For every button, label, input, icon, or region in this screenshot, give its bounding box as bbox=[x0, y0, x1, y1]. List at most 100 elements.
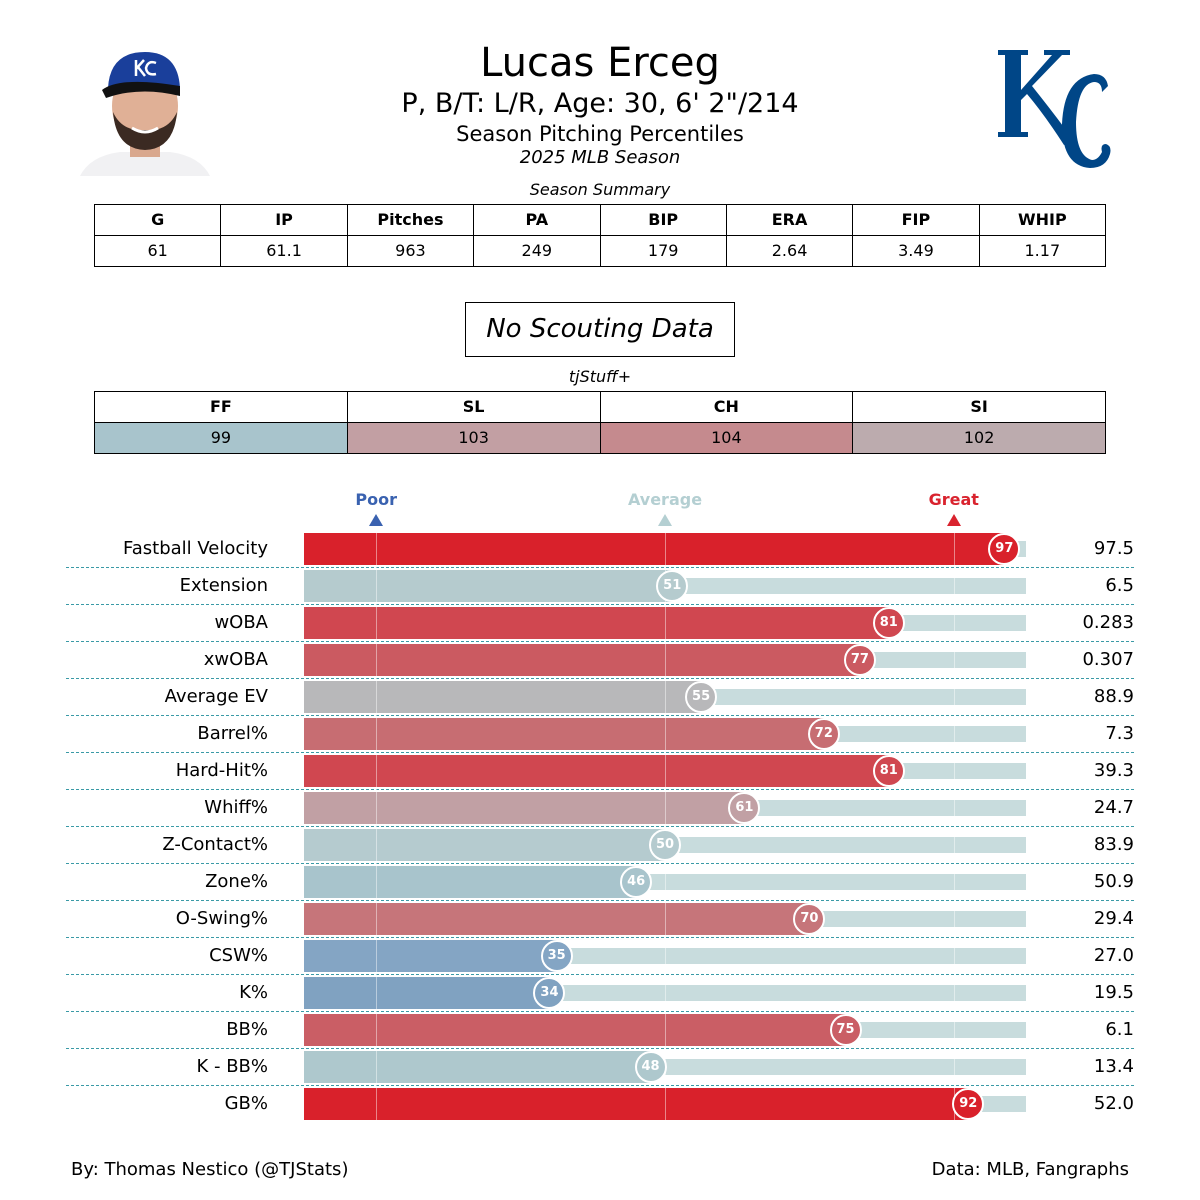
summary-header: ERA bbox=[725, 204, 854, 236]
marker-gridline bbox=[376, 533, 378, 1120]
percentile-badge: 70 bbox=[793, 903, 826, 935]
metric-label: Average EV bbox=[164, 686, 268, 707]
percentile-badge: 81 bbox=[872, 607, 905, 639]
scouting-box: No Scouting Data bbox=[465, 302, 735, 357]
season-summary-table: G IP Pitches PA BIP ERA FIP WHIP 61 61.1 963 249 179… bbox=[93, 204, 1107, 267]
metric-value: 13.4 bbox=[1093, 1056, 1134, 1077]
metric-label: K - BB% bbox=[196, 1056, 268, 1077]
summary-header: BIP bbox=[599, 204, 727, 236]
tjstuff-header: SI bbox=[852, 391, 1106, 423]
marker-label-average: Average bbox=[627, 490, 703, 509]
summary-value: 2.64 bbox=[725, 235, 854, 267]
row-divider bbox=[66, 1011, 1134, 1012]
row-divider bbox=[66, 752, 1134, 753]
summary-header: Pitches bbox=[346, 204, 475, 236]
metric-value: 39.3 bbox=[1093, 760, 1134, 781]
marker-triangle-icon bbox=[369, 514, 384, 526]
metric-label: xwOBA bbox=[203, 649, 268, 670]
percentile-bar bbox=[304, 755, 889, 787]
row-divider bbox=[66, 715, 1134, 716]
percentile-bar bbox=[304, 940, 557, 972]
percentile-bar bbox=[304, 681, 702, 713]
row-divider bbox=[66, 937, 1134, 938]
percentile-bar bbox=[304, 570, 673, 602]
tjstuff-header: CH bbox=[599, 391, 854, 423]
row-divider bbox=[66, 567, 1134, 568]
metric-label: GB% bbox=[224, 1093, 268, 1114]
percentile-bar bbox=[304, 1051, 651, 1083]
metric-value: 50.9 bbox=[1093, 871, 1134, 892]
percentile-bar bbox=[304, 1088, 969, 1120]
row-divider bbox=[66, 1048, 1134, 1049]
metric-label: BB% bbox=[226, 1019, 268, 1040]
season-label: 2025 MLB Season bbox=[519, 147, 681, 168]
percentile-badge: 46 bbox=[620, 866, 653, 898]
summary-header: WHIP bbox=[978, 204, 1107, 236]
percentile-bar bbox=[304, 792, 745, 824]
metric-label: Whiff% bbox=[204, 797, 268, 818]
summary-value: 249 bbox=[473, 235, 601, 267]
tjstuff-table: FF SL CH SI 99 103 104 102 bbox=[94, 391, 1106, 454]
tjstuff-value: 104 bbox=[599, 422, 854, 454]
metric-value: 27.0 bbox=[1093, 945, 1134, 966]
footer-credit: By: Thomas Nestico (@TJStats) bbox=[71, 1159, 349, 1180]
summary-header: G bbox=[93, 204, 222, 236]
metric-value: 0.307 bbox=[1082, 649, 1134, 670]
marker-label-great: Great bbox=[928, 490, 979, 509]
metric-label: Z-Contact% bbox=[162, 834, 268, 855]
percentile-bar bbox=[304, 829, 665, 861]
summary-value: 1.17 bbox=[978, 235, 1107, 267]
percentile-badge: 72 bbox=[807, 718, 840, 750]
row-divider bbox=[66, 826, 1134, 827]
metric-value: 6.1 bbox=[1105, 1019, 1134, 1040]
player-photo bbox=[80, 44, 210, 176]
tjstuff-header: SL bbox=[346, 391, 601, 423]
row-divider bbox=[66, 974, 1134, 975]
tjstuff-title: tjStuff+ bbox=[568, 367, 632, 386]
row-divider bbox=[66, 789, 1134, 790]
team-logo bbox=[994, 46, 1119, 176]
row-divider bbox=[66, 863, 1134, 864]
row-divider bbox=[66, 604, 1134, 605]
percentile-badge: 81 bbox=[872, 755, 905, 787]
metric-label: Fastball Velocity bbox=[123, 538, 268, 559]
metric-label: Barrel% bbox=[197, 723, 268, 744]
metric-label: Hard-Hit% bbox=[175, 760, 268, 781]
marker-gridline bbox=[665, 533, 666, 1120]
row-divider bbox=[66, 678, 1134, 679]
percentile-badge: 35 bbox=[540, 940, 573, 972]
marker-gridline bbox=[953, 533, 955, 1120]
percentile-badge: 50 bbox=[649, 829, 681, 861]
percentile-bar bbox=[304, 1014, 846, 1046]
percentile-badge: 34 bbox=[533, 977, 566, 1009]
marker-triangle-icon bbox=[946, 514, 961, 526]
metric-value: 19.5 bbox=[1093, 982, 1134, 1003]
tjstuff-value: 99 bbox=[94, 422, 348, 454]
percentile-bar bbox=[304, 533, 1005, 565]
summary-header: FIP bbox=[852, 204, 980, 236]
percentile-badge: 61 bbox=[728, 792, 761, 824]
metric-label: CSW% bbox=[209, 945, 268, 966]
percentile-badge: 97 bbox=[988, 533, 1021, 565]
metric-value: 97.5 bbox=[1093, 538, 1134, 559]
percentile-badge: 77 bbox=[843, 644, 876, 676]
summary-value: 179 bbox=[599, 235, 727, 267]
tjstuff-value: 102 bbox=[852, 422, 1106, 454]
metric-value: 24.7 bbox=[1093, 797, 1134, 818]
percentile-badge: 51 bbox=[656, 570, 689, 602]
tjstuff-value: 103 bbox=[346, 422, 601, 454]
percentile-badge: 92 bbox=[952, 1088, 985, 1120]
percentile-bar bbox=[304, 644, 860, 676]
metric-label: K% bbox=[239, 982, 268, 1003]
summary-value: 61.1 bbox=[220, 235, 348, 267]
percentile-badge: 55 bbox=[685, 681, 718, 713]
metric-value: 7.3 bbox=[1105, 723, 1134, 744]
metric-label: Zone% bbox=[205, 871, 268, 892]
percentile-badge: 48 bbox=[634, 1051, 667, 1083]
summary-header: PA bbox=[473, 204, 601, 236]
summary-header: IP bbox=[220, 204, 348, 236]
percentile-bar bbox=[304, 866, 637, 898]
subtitle: Season Pitching Percentiles bbox=[456, 122, 744, 146]
metric-label: Extension bbox=[179, 575, 268, 596]
